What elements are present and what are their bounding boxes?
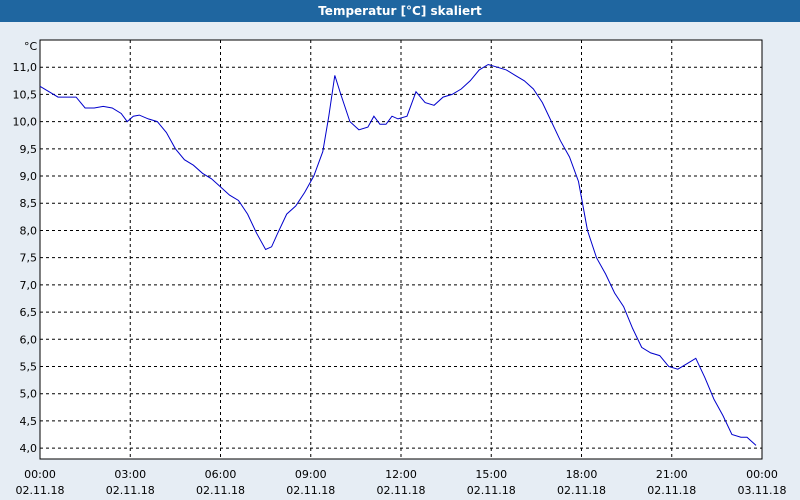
x-tick-date-label: 02.11.18 (557, 484, 606, 497)
x-tick-time-label: 00:00 (24, 468, 56, 481)
x-tick-time-label: 18:00 (566, 468, 598, 481)
y-tick-label: 4,0 (20, 442, 38, 455)
x-tick-date-label: 02.11.18 (647, 484, 696, 497)
y-tick-label: 7,0 (20, 279, 38, 292)
x-tick-time-label: 09:00 (295, 468, 327, 481)
y-axis-unit: °C (24, 40, 38, 53)
x-tick-time-label: 12:00 (385, 468, 417, 481)
x-tick-time-label: 15:00 (475, 468, 507, 481)
x-tick-time-label: 03:00 (114, 468, 146, 481)
y-tick-label: 10,5 (13, 88, 38, 101)
y-tick-label: 7,5 (20, 252, 38, 265)
x-tick-date-label: 02.11.18 (196, 484, 245, 497)
y-tick-label: 8,5 (20, 197, 38, 210)
grid-lines (40, 40, 762, 459)
y-tick-label: 4,5 (20, 415, 38, 428)
x-tick-date-label: 02.11.18 (16, 484, 65, 497)
x-tick-date-label: 02.11.18 (106, 484, 155, 497)
x-axis: 00:00 02.11.18 03:00 02.11.18 06:00 02.11.18 0… (16, 468, 787, 497)
chart-title: Temperatur [°C] skaliert (0, 0, 800, 22)
x-tick-time-label: 06:00 (205, 468, 237, 481)
x-tick-date-label: 02.11.18 (467, 484, 516, 497)
x-tick-date-label: 02.11.18 (377, 484, 426, 497)
y-tick-label: 8,0 (20, 224, 38, 237)
y-tick-label: 9,0 (20, 170, 38, 183)
x-tick-date-label: 02.11.18 (286, 484, 335, 497)
temperature-series-line (39, 63, 757, 446)
y-tick-label: 5,0 (20, 388, 38, 401)
y-tick-label: 9,5 (20, 143, 38, 156)
x-tick-time-label: 00:00 (746, 468, 778, 481)
y-tick-label: 5,5 (20, 360, 38, 373)
y-tick-label: 6,0 (20, 333, 38, 346)
y-tick-label: 10,0 (13, 116, 38, 129)
x-tick-time-label: 21:00 (656, 468, 688, 481)
y-tick-label: 6,5 (20, 306, 38, 319)
y-axis: °C 11,0 10,5 10,0 9,5 9,0 8,5 8,0 7,5 7,0 6,5 6,0 5… (13, 40, 38, 455)
y-tick-label: 11,0 (13, 61, 38, 74)
x-tick-date-label: 03.11.18 (738, 484, 787, 497)
